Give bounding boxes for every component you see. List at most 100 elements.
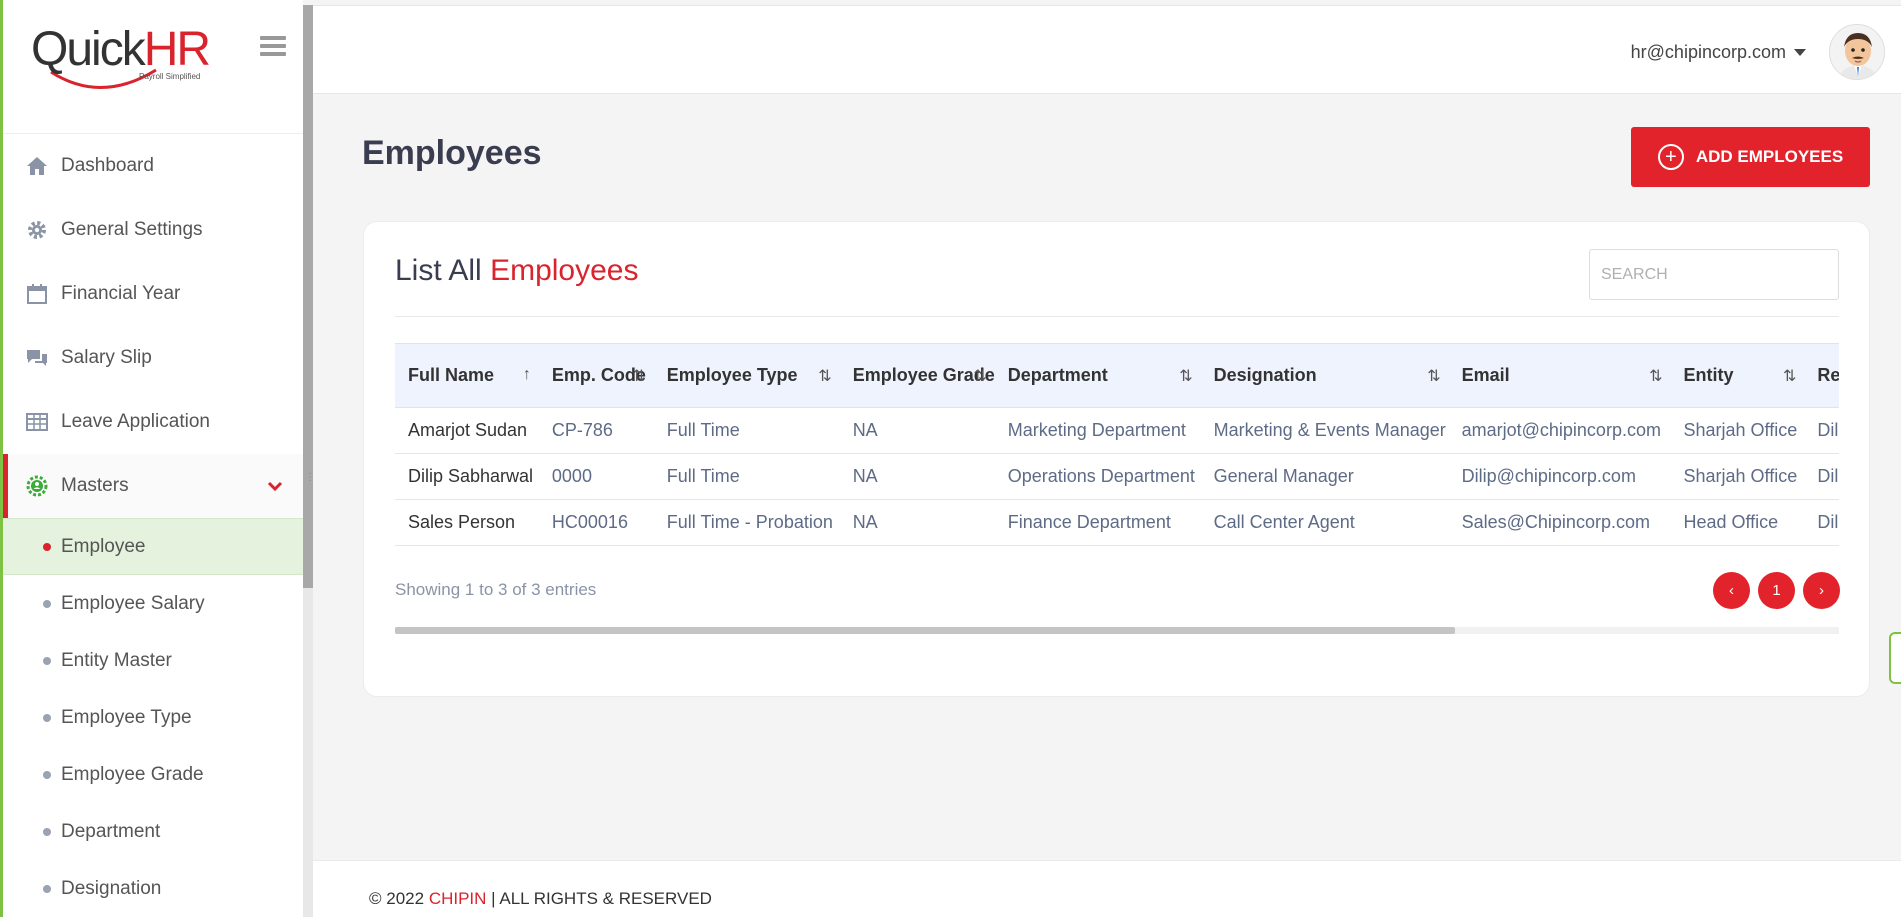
sidebar-item-label: Salary Slip	[61, 347, 152, 368]
column-header-email[interactable]: Email ⇅	[1448, 343, 1671, 408]
sidebar-item-salary-slip[interactable]: Salary Slip	[3, 326, 303, 390]
table-header-row: Full Name ↑ Emp. Code ⇅ Employee Type ⇅ Emp…	[395, 343, 1839, 408]
bullet-icon	[43, 656, 51, 665]
sort-icon: ⇅	[1427, 368, 1441, 385]
sidebar-item-leave-application[interactable]: Leave Application	[3, 390, 303, 454]
sidebar-subitem-employee[interactable]: Employee	[3, 518, 303, 575]
sort-icon: ⇅	[1782, 368, 1797, 385]
cell-department: Finance Department	[994, 499, 1201, 546]
avatar[interactable]	[1829, 24, 1885, 80]
sidebar-subitem-entity-master[interactable]: Entity Master	[3, 632, 303, 689]
column-header-full-name[interactable]: Full Name ↑	[395, 343, 539, 408]
sidebar-item-label: Dashboard	[61, 155, 154, 176]
column-header-designation[interactable]: Designation ⇅	[1200, 343, 1449, 408]
sidebar-subitem-employee-grade[interactable]: Employee Grade	[3, 746, 303, 803]
footer: © 2022 CHIPIN | ALL RIGHTS & RESERVED	[313, 860, 1901, 917]
cell-department: Marketing Department	[994, 407, 1201, 454]
column-header-entity[interactable]: Entity ⇅	[1670, 343, 1805, 408]
sidebar-subitem-employee-type[interactable]: Employee Type	[3, 689, 303, 746]
cell-employee-grade: NA	[839, 499, 995, 546]
table-scrollbar-thumb[interactable]	[395, 627, 1455, 634]
sidebar-scrollbar-thumb[interactable]	[303, 5, 313, 588]
quickhr-logo[interactable]: QuickHR Payroll Simplified	[31, 22, 211, 92]
logo-text-hr: HR	[143, 23, 211, 76]
cell-email: amarjot@chipincorp.com	[1448, 407, 1671, 454]
sidebar-subitem-employee-salary[interactable]: Employee Salary	[3, 575, 303, 632]
bullet-icon	[43, 599, 51, 608]
column-header-employee-type[interactable]: Employee Type ⇅	[653, 343, 840, 408]
footer-rights: | ALL RIGHTS & RESERVED	[491, 889, 712, 908]
column-header-department[interactable]: Department ⇅	[994, 343, 1201, 408]
sidebar-item-label: Financial Year	[61, 283, 181, 304]
resize-grip-icon[interactable]: ⋮	[305, 472, 315, 483]
user-email: hr@chipincorp.com	[1630, 42, 1786, 62]
sidebar-subitem-designation[interactable]: Designation	[3, 860, 303, 917]
prev-page-button[interactable]: ‹	[1713, 572, 1750, 609]
menu-toggle-icon[interactable]	[260, 36, 286, 58]
sidebar-item-dashboard[interactable]: Dashboard	[3, 134, 303, 198]
column-header-employee-grade[interactable]: Employee Grade ⇅	[839, 343, 995, 408]
logo-tagline: Payroll Simplified	[139, 72, 201, 81]
column-header-emp-code[interactable]: Emp. Code ⇅	[538, 343, 654, 408]
cell-reporting: Dili	[1804, 407, 1839, 454]
gear-icon	[25, 218, 49, 242]
add-employees-button[interactable]: + ADD EMPLOYEES	[1631, 127, 1870, 187]
bullet-icon	[43, 542, 51, 551]
search-input[interactable]	[1589, 249, 1839, 300]
home-icon	[25, 154, 49, 178]
cell-full-name: Sales Person	[395, 499, 539, 546]
user-avatar-icon	[1830, 25, 1884, 79]
floating-widget-tab[interactable]	[1889, 632, 1901, 684]
cell-full-name: Amarjot Sudan	[395, 407, 539, 454]
cell-department: Operations Department	[994, 453, 1201, 500]
calendar-icon	[25, 282, 49, 306]
cell-entity: Sharjah Office	[1670, 453, 1805, 500]
cell-email: Sales@Chipincorp.com	[1448, 499, 1671, 546]
cell-employee-grade: NA	[839, 407, 995, 454]
sort-icon: ⇅	[818, 368, 832, 385]
user-menu[interactable]: hr@chipincorp.com	[1631, 42, 1806, 63]
sidebar-scrollbar[interactable]: ⋮	[303, 5, 315, 917]
entries-info: Showing 1 to 3 of 3 entries	[395, 580, 597, 599]
sidebar-subitem-label: Employee	[61, 535, 146, 557]
bullet-icon	[43, 770, 51, 779]
sort-icon: ⇅	[1179, 368, 1193, 385]
cell-emp-code: HC00016	[538, 499, 654, 546]
sidebar-item-masters[interactable]: Masters	[3, 454, 303, 518]
chevron-down-icon	[267, 476, 283, 498]
employees-table: Full Name ↑ Emp. Code ⇅ Employee Type ⇅ Emp…	[395, 343, 1839, 546]
sidebar-subitem-label: Employee Type	[61, 706, 192, 728]
cell-employee-type: Full Time	[653, 453, 840, 500]
sidebar-item-general-settings[interactable]: General Settings	[3, 198, 303, 262]
cell-designation: Marketing & Events Manager	[1200, 407, 1449, 454]
card-divider	[395, 316, 1839, 317]
masters-icon	[25, 474, 49, 498]
bullet-icon	[43, 884, 51, 893]
cell-full-name: Dilip Sabharwal	[395, 453, 539, 500]
chat-icon	[25, 346, 49, 370]
sidebar-subitem-department[interactable]: Department	[3, 803, 303, 860]
sidebar-item-label: General Settings	[61, 219, 203, 240]
employees-table-wrapper: Full Name ↑ Emp. Code ⇅ Employee Type ⇅ Emp…	[395, 343, 1839, 548]
table-horizontal-scrollbar[interactable]	[395, 627, 1839, 634]
cell-email: Dilip@chipincorp.com	[1448, 453, 1671, 500]
table-row[interactable]: Sales Person HC00016 Full Time - Probati…	[395, 499, 1839, 546]
cell-emp-code: 0000	[538, 453, 654, 500]
page-title: Employees	[362, 134, 542, 172]
logo-area: QuickHR Payroll Simplified	[3, 0, 303, 134]
sidebar-subitem-label: Employee Salary	[61, 592, 205, 614]
bullet-icon	[43, 827, 51, 836]
footer-text: © 2022 CHIPIN | ALL RIGHTS & RESERVED	[369, 889, 712, 909]
table-row[interactable]: Amarjot Sudan CP-786 Full Time NA Market…	[395, 407, 1839, 454]
column-header-reporting[interactable]: Rep	[1804, 343, 1839, 408]
table-row[interactable]: Dilip Sabharwal 0000 Full Time NA Operat…	[395, 453, 1839, 500]
table-icon	[25, 410, 49, 434]
page-number-button[interactable]: 1	[1758, 572, 1795, 609]
next-page-button[interactable]: ›	[1803, 572, 1840, 609]
sidebar-item-financial-year[interactable]: Financial Year	[3, 262, 303, 326]
footer-brand-link[interactable]: CHIPIN	[428, 889, 487, 908]
sort-asc-icon: ↑	[522, 366, 531, 383]
sidebar-item-label: Leave Application	[61, 411, 210, 432]
card-title-accent: Employees	[490, 254, 639, 287]
